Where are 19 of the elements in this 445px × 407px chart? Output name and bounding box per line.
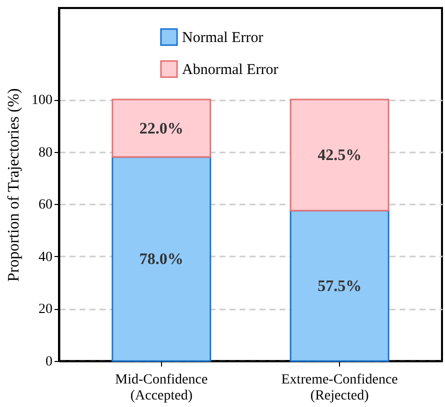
data-label: 57.5% bbox=[318, 278, 362, 295]
x-tick-label: Extreme-Confidence (Rejected) bbox=[281, 372, 398, 404]
y-tick-label: 60 bbox=[38, 198, 52, 213]
bar bbox=[112, 98, 212, 158]
y-tick-label: 80 bbox=[38, 145, 52, 160]
y-tick-label: 20 bbox=[38, 302, 52, 318]
data-label: 22.0% bbox=[139, 120, 184, 138]
y-axis-title: Proportion of Trajectories (%) bbox=[6, 88, 22, 282]
y-tick-label: 40 bbox=[38, 250, 52, 265]
y-tick-label: 100 bbox=[32, 93, 52, 108]
bar bbox=[290, 98, 390, 212]
data-label: 78.0% bbox=[139, 251, 184, 268]
legend-label: Abnormal Error bbox=[182, 62, 278, 78]
legend-label: Normal Error bbox=[182, 30, 264, 46]
y-tick-label: 0 bbox=[46, 354, 52, 370]
data-label: 42.5% bbox=[318, 147, 362, 164]
bar bbox=[290, 210, 390, 362]
x-tick-label: Mid-Confidence (Accepted) bbox=[115, 372, 208, 404]
bar bbox=[112, 156, 212, 362]
